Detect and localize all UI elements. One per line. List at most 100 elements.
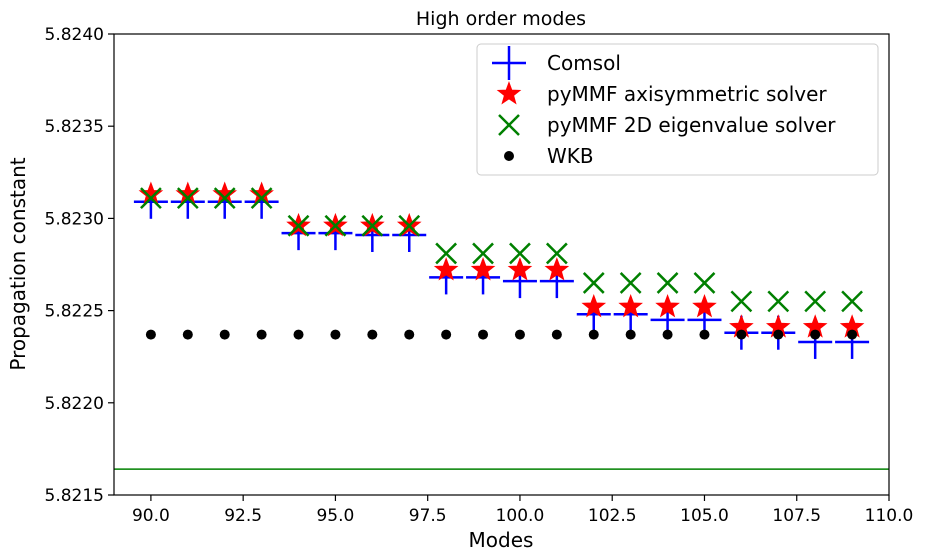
point-star-13 — [618, 293, 643, 318]
point-x-0-b — [140, 187, 162, 209]
point-x-1 — [176, 187, 199, 209]
series-star — [138, 181, 865, 338]
point-x-16 — [730, 290, 753, 313]
point-x-3 — [250, 187, 273, 209]
point-dot-12 — [588, 329, 599, 340]
point-x-19-b — [841, 290, 863, 313]
point-x-19 — [841, 290, 863, 313]
point-x-8-b — [435, 242, 458, 265]
point-dot-11 — [551, 329, 562, 340]
legend-marker-x-b — [498, 114, 520, 136]
legend-label-x: pyMMF 2D eigenvalue solver — [547, 113, 836, 137]
point-dot-7 — [404, 329, 415, 340]
point-x-12-b — [582, 272, 605, 294]
point-x-8 — [435, 242, 458, 265]
point-star-8 — [433, 257, 459, 281]
point-star-15 — [692, 293, 717, 318]
legend-box — [476, 43, 879, 176]
x-tick-label-6: 105.0 — [680, 506, 729, 526]
plot-area — [114, 181, 889, 470]
x-tick-label-4: 100.0 — [496, 506, 545, 526]
point-x-2 — [213, 187, 236, 209]
point-dot-17 — [773, 329, 784, 340]
point-x-5 — [324, 214, 347, 237]
legend-marker-dot — [504, 151, 514, 161]
point-x-5-b — [324, 214, 347, 237]
point-dot-9 — [478, 329, 489, 340]
point-dot-5 — [330, 329, 341, 340]
point-dot-13 — [625, 329, 636, 340]
legend-marker-x — [498, 114, 520, 136]
x-tick-label-7: 107.5 — [772, 506, 821, 526]
y-tick-label-3: 5.8230 — [45, 209, 104, 229]
legend-marker-plus — [492, 46, 526, 80]
y-tick-label-5: 5.8240 — [45, 25, 104, 45]
x-tick-label-3: 97.5 — [409, 506, 447, 526]
series-plus — [133, 184, 870, 359]
point-x-7 — [398, 214, 421, 237]
y-tick-label-0: 5.8215 — [45, 486, 104, 506]
point-x-6-b — [361, 214, 384, 237]
point-x-13 — [619, 272, 642, 294]
point-x-16-b — [730, 290, 753, 313]
point-x-14-b — [656, 272, 679, 294]
point-x-6 — [361, 214, 384, 237]
x-tick-label-5: 102.5 — [588, 506, 637, 526]
point-x-11-b — [545, 242, 568, 265]
axes: 90.0 92.5 95.0 97.5 100.0 102.5 105.0 107.5 110.… — [45, 25, 914, 526]
point-dot-4 — [293, 329, 304, 340]
point-x-14 — [656, 272, 679, 294]
point-dot-0 — [145, 329, 156, 340]
x-tick-label-2: 95.0 — [316, 506, 354, 526]
point-x-13-b — [619, 272, 642, 294]
point-x-9-b — [472, 242, 494, 265]
legend-label-dot: WKB — [547, 144, 594, 168]
point-dot-3 — [256, 329, 267, 340]
point-dot-8 — [441, 329, 452, 340]
point-x-4-b — [287, 214, 310, 237]
point-x-7-b — [398, 214, 421, 237]
legend: Comsol pyMMF axisymmetric solver pyMMF 2D … — [476, 43, 879, 176]
point-dot-19 — [847, 329, 858, 340]
point-x-3-b — [250, 187, 273, 209]
point-x-10-b — [509, 242, 531, 265]
point-x-10 — [509, 242, 531, 265]
point-x-12 — [582, 272, 605, 294]
legend-label-star: pyMMF axisymmetric solver — [547, 82, 827, 106]
series-dot — [145, 329, 858, 340]
legend-marker-star — [496, 81, 522, 105]
point-x-2-b — [213, 187, 236, 209]
y-tick-label-1: 5.8220 — [45, 394, 104, 414]
point-dot-18 — [810, 329, 821, 340]
chart-title: High order modes — [416, 8, 586, 30]
x-tick-label-8: 110.0 — [865, 506, 914, 526]
point-x-17-b — [767, 290, 790, 313]
x-tick-label-0: 90.0 — [132, 506, 170, 526]
point-dot-1 — [182, 329, 193, 340]
point-star-12 — [581, 293, 607, 318]
point-x-17 — [767, 290, 790, 313]
point-dot-6 — [367, 329, 378, 340]
point-x-9 — [472, 242, 494, 265]
y-tick-label-4: 5.8235 — [45, 117, 104, 137]
legend-label-plus: Comsol — [547, 51, 621, 75]
point-x-0 — [140, 187, 162, 209]
point-x-1-b — [176, 187, 199, 209]
point-dot-2 — [219, 329, 230, 340]
point-dot-16 — [736, 329, 747, 340]
point-dot-15 — [699, 329, 710, 340]
point-x-15-b — [693, 272, 716, 294]
x-tick-label-1: 92.5 — [224, 506, 262, 526]
x-axis-label: Modes — [469, 528, 534, 552]
plot-frame — [113, 33, 890, 496]
point-star-10 — [507, 257, 533, 281]
y-tick-label-2: 5.8225 — [45, 302, 104, 322]
point-star-11 — [544, 257, 570, 281]
point-x-11 — [545, 242, 568, 265]
series-x — [140, 187, 863, 313]
point-star-14 — [655, 293, 680, 318]
point-dot-10 — [514, 329, 525, 340]
point-x-18 — [804, 290, 827, 313]
point-x-15 — [693, 272, 716, 294]
